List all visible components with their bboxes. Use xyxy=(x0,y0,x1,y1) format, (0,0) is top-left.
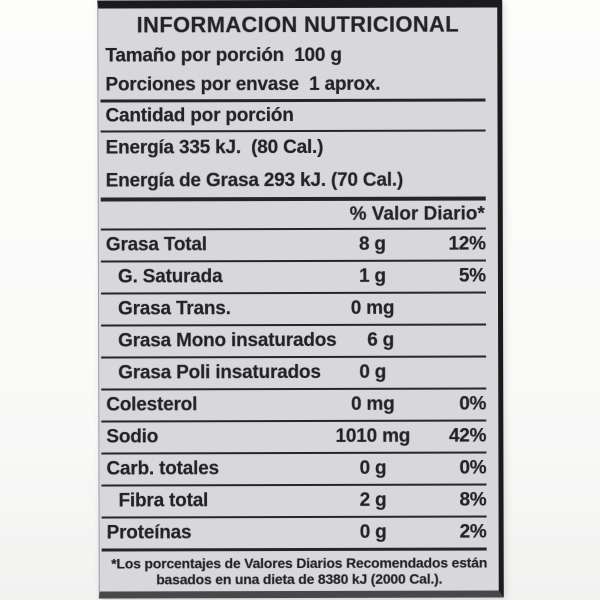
nutrient-row: Grasa Total 8 g 12% xyxy=(100,229,486,263)
nutrient-row: Sodio 1010 mg 42% xyxy=(101,421,487,455)
nutrient-amount: 1 g xyxy=(358,265,386,287)
nutrient-row: G. Saturada 1 g 5% xyxy=(100,261,486,295)
nutrient-amount: 8 g xyxy=(358,233,386,255)
nutrient-daily-value: 0% xyxy=(459,457,487,479)
nutrient-amount: 0 g xyxy=(359,521,387,543)
nutrient-daily-value: 8% xyxy=(459,489,487,511)
nutrient-name: Proteínas xyxy=(106,522,192,544)
nutrient-daily-value: 2% xyxy=(459,521,487,543)
nutrient-row: Fibra total 2 g 8% xyxy=(101,485,487,519)
nutrient-amount: 0 g xyxy=(359,361,387,383)
nutrient-amount: 0 mg xyxy=(350,393,395,415)
nutrient-name: Grasa Poli insaturados xyxy=(118,361,321,384)
energy-from-fat-row: Energía de Grasa 293 kJ. (70 Cal.) xyxy=(105,169,404,192)
nutrition-label: INFORMACION NUTRICIONAL Tamaño por porci… xyxy=(97,0,504,599)
nutrient-amount: 0 mg xyxy=(350,297,395,319)
nutrient-amount: 0 g xyxy=(359,457,387,479)
nutrient-name: Grasa Mono insaturados xyxy=(118,329,337,352)
nutrient-name: Grasa Trans. xyxy=(117,298,231,320)
nutrient-row: Grasa Poli insaturados 0 g xyxy=(101,357,487,391)
daily-value-header: % Valor Diario* xyxy=(349,203,485,225)
footnote-line-2: basados en una dieta de 8380 kJ (2000 Ca… xyxy=(156,570,443,588)
nutrient-name: G. Saturada xyxy=(117,266,223,288)
nutrient-daily-value: 5% xyxy=(458,265,486,287)
nutrient-row: Carb. totales 0 g 0% xyxy=(101,453,487,487)
nutrient-amount: 2 g xyxy=(359,489,387,511)
nutrient-daily-value: 12% xyxy=(448,233,486,255)
nutrient-row: Proteínas 0 g 2% xyxy=(102,518,487,549)
servings-per-container: Porciones por envase 1 aprox. xyxy=(105,73,381,96)
footnote: *Los porcentajes de Valores Diarios Reco… xyxy=(100,550,499,588)
nutrient-name: Fibra total xyxy=(118,490,209,512)
nutrient-row: Grasa Trans. 0 mg xyxy=(100,293,487,327)
nutrient-table: Grasa Total 8 g 12% G. Saturada 1 g 5% Grasa T… xyxy=(99,229,499,548)
nutrient-daily-value: 42% xyxy=(448,425,487,447)
nutrient-name: Sodio xyxy=(106,426,159,448)
label-title: INFORMACION NUTRICIONAL xyxy=(136,11,459,37)
nutrient-name: Grasa Total xyxy=(105,234,207,256)
nutrient-amount: 6 g xyxy=(367,329,395,351)
nutrient-row: Colesterol 0 mg 0% xyxy=(101,389,487,423)
energy-row: Energía 335 kJ. (80 Cal.) xyxy=(105,136,324,159)
nutrient-name: Colesterol xyxy=(106,394,198,416)
nutrient-amount: 1010 mg xyxy=(335,425,411,447)
amount-per-serving-header: Cantidad por porción xyxy=(105,105,294,127)
nutrient-daily-value: 0% xyxy=(459,393,487,415)
footnote-line-1: *Los porcentajes de Valores Diarios Reco… xyxy=(111,554,488,572)
nutrient-row: Grasa Mono insaturados 6 g xyxy=(101,325,487,359)
nutrient-name: Carb. totales xyxy=(106,458,219,480)
serving-size: Tamaño por porción 100 g xyxy=(105,44,342,67)
